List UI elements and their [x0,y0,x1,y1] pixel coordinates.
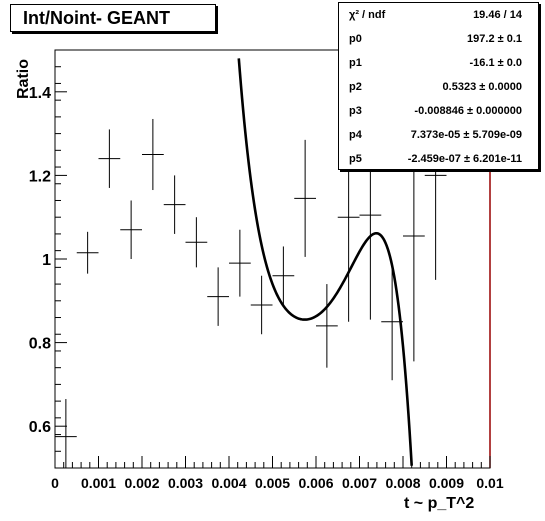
x-tick-label: 0.004 [211,475,246,491]
y-axis-label: Ratio [15,59,32,99]
data-point [55,399,77,468]
x-tick-label: 0.005 [255,475,290,491]
data-point [272,246,295,305]
data-point [163,175,186,234]
y-tick-label: 1.2 [29,168,51,185]
x-tick-label: 0.009 [429,475,464,491]
stats-row: p1 -16.1 ± 0.0 [339,51,538,75]
stats-param-value: -2.459e-07 ± 6.201e-11 [407,153,522,165]
x-axis-label: t ~ p_T^2 [404,495,474,512]
data-point [207,267,229,326]
data-point [250,275,273,335]
y-tick-label: 1.4 [29,85,51,102]
stats-row: χ² / ndf 19.46 / 14 [339,3,538,27]
stats-row: p4 7.373e-05 ± 5.709e-09 [339,123,538,147]
x-tick-label: 0.001 [81,475,116,491]
y-tick-label: 0.6 [29,419,51,436]
stats-param-value: 19.46 / 14 [473,9,522,21]
fit-stats-box: χ² / ndf 19.46 / 14 p0 197.2 ± 0.1 p1 -16.1 ±… [338,2,539,170]
stats-param-value: -16.1 ± 0.0 [469,57,522,69]
stats-param-name: p1 [349,57,362,69]
fit-curve [237,58,413,466]
x-tick-label: 0 [51,475,59,491]
stats-param-value: 7.373e-05 ± 5.709e-09 [410,129,522,141]
stats-param-value: -0.008846 ± 0.000000 [414,105,522,117]
chart-title: Int/Noint- GEANT [10,4,216,32]
data-point [229,229,251,297]
data-point [316,284,338,368]
y-tick-label: 0.8 [29,336,51,353]
data-point [294,139,316,257]
stats-param-name: p0 [349,33,362,45]
x-tick-label: 0.008 [385,475,420,491]
x-tick-label: 0.007 [342,475,377,491]
stats-row: p3 -0.008846 ± 0.000000 [339,99,538,123]
stats-param-name: χ² / ndf [349,9,386,21]
stats-param-name: p3 [349,105,362,117]
stats-row: p2 0.5323 ± 0.0000 [339,75,538,99]
stats-param-name: p2 [349,81,362,93]
data-point [120,200,142,259]
x-tick-label: 0.006 [298,475,333,491]
y-tick-label: 1 [42,252,51,269]
stats-param-value: 197.2 ± 0.1 [467,33,522,45]
stats-row: p0 197.2 ± 0.1 [339,27,538,51]
data-point [185,217,208,268]
x-tick-label: 0.01 [476,475,503,491]
stats-param-value: 0.5323 ± 0.0000 [442,81,522,93]
stats-param-name: p4 [349,129,362,141]
x-tick-label: 0.002 [124,475,159,491]
data-point [76,231,99,274]
stats-row: p5 -2.459e-07 ± 6.201e-11 [339,147,538,171]
stats-param-name: p5 [349,153,362,165]
data-point [98,129,121,188]
x-tick-label: 0.003 [168,475,203,491]
data-point [142,118,164,191]
